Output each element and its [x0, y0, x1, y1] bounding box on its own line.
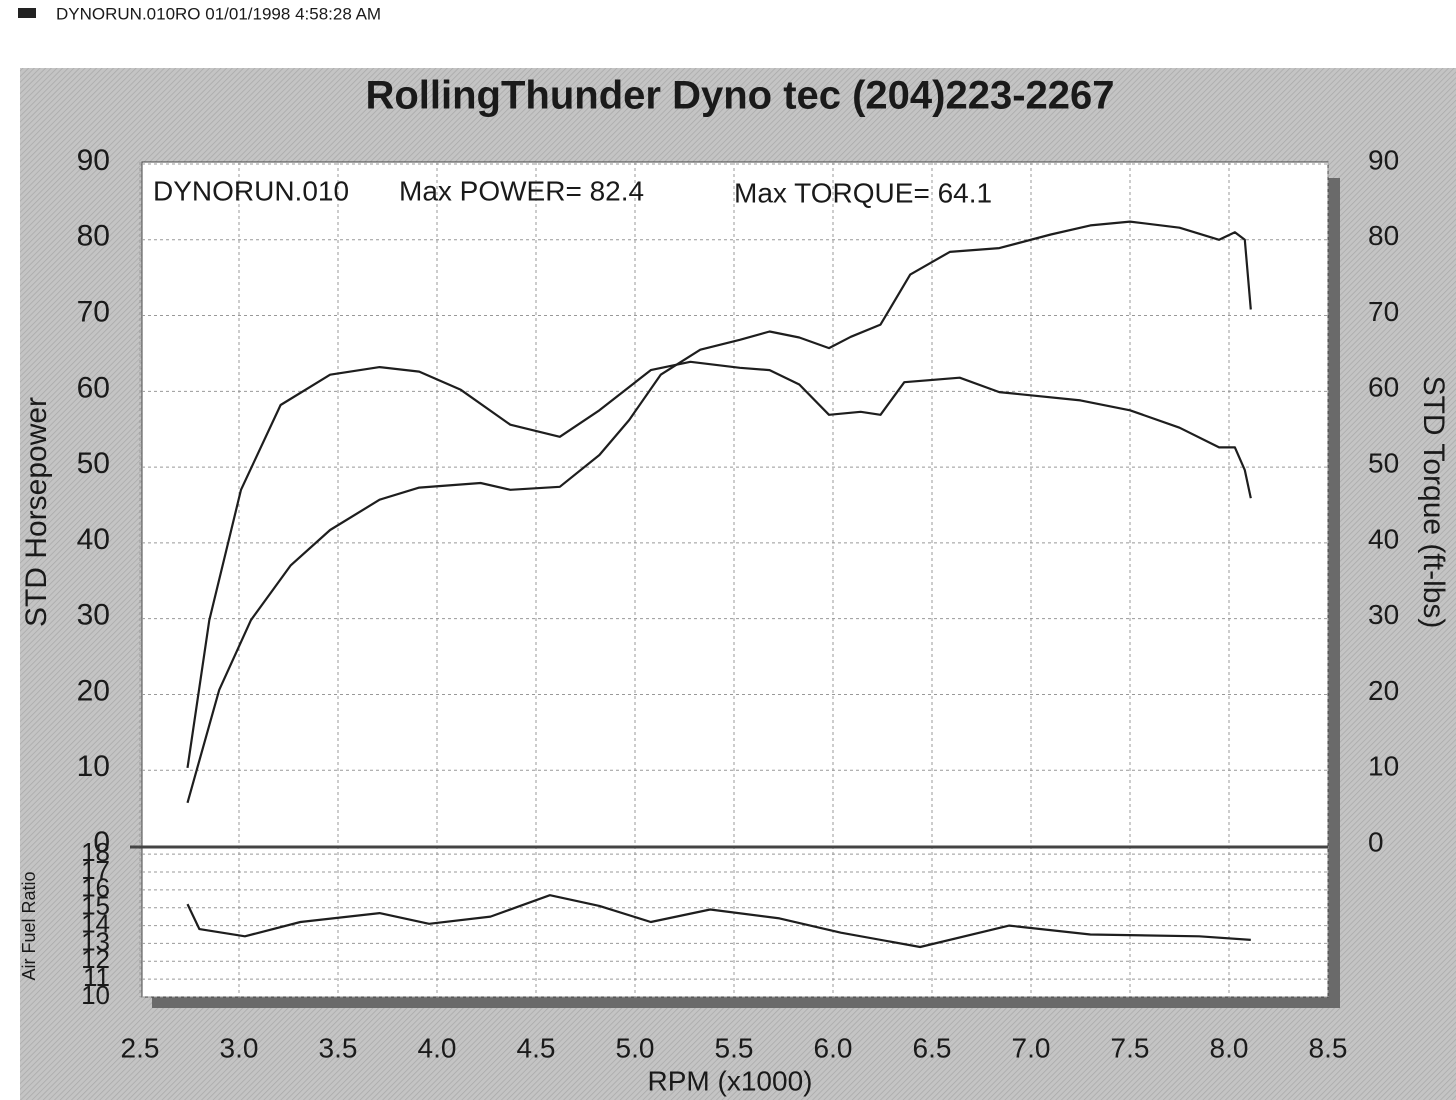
afr-axis-label: Air Fuel Ratio — [19, 871, 39, 980]
x-tick-label: 4.5 — [517, 1032, 556, 1063]
x-tick-label: 2.5 — [121, 1032, 160, 1063]
x-tick-label: 7.0 — [1012, 1032, 1051, 1063]
y2-axis-label: STD Torque (ft-lbs) — [1417, 376, 1450, 629]
chart-title: RollingThunder Dyno tec (204)223-2267 — [365, 74, 1114, 118]
annotation: Max TORQUE= 64.1 — [734, 177, 992, 208]
y-tick-label: 13 — [81, 926, 110, 956]
y-tick-label: 12 — [81, 944, 110, 974]
annotation: DYNORUN.010 — [153, 175, 349, 206]
plot-shadow — [1328, 178, 1340, 1008]
y-tick-label: 15 — [81, 891, 110, 921]
data-line — [186, 220, 1252, 804]
y-tick-label: 90 — [77, 144, 110, 177]
y-axis-label: STD Horsepower — [20, 397, 53, 627]
x-tick-label: 6.5 — [913, 1032, 952, 1063]
y-tick-label: 10 — [81, 980, 110, 1010]
header-text: DYNORUN.010RO 01/01/1998 4:58:28 AM — [56, 4, 381, 23]
x-tick-label: 3.5 — [319, 1032, 358, 1063]
y-tick-label: 60 — [77, 371, 110, 404]
y-tick-label: 14 — [81, 908, 110, 938]
y-tick-label: 20 — [77, 674, 110, 707]
x-tick-label: 5.0 — [616, 1032, 655, 1063]
y2-tick-label: 50 — [1368, 448, 1399, 479]
x-tick-label: 6.0 — [814, 1032, 853, 1063]
y2-tick-label: 0 — [1368, 826, 1384, 857]
y-tick-label: 30 — [77, 599, 110, 632]
x-tick-label: 5.5 — [715, 1032, 754, 1063]
annotation: Max POWER= 82.4 — [399, 175, 644, 206]
x-axis-label: RPM (x1000) — [648, 1065, 813, 1096]
y2-tick-label: 60 — [1368, 372, 1399, 403]
x-tick-label: 8.5 — [1309, 1032, 1348, 1063]
y-tick-label: 80 — [77, 220, 110, 253]
x-tick-label: 4.0 — [418, 1032, 457, 1063]
y-tick-label: 16 — [81, 873, 110, 903]
y-tick-label: 70 — [77, 295, 110, 328]
x-tick-label: 3.0 — [220, 1032, 259, 1063]
y-tick-label: 0 — [93, 826, 110, 859]
y2-tick-label: 20 — [1368, 675, 1399, 706]
y-tick-label: 40 — [77, 523, 110, 556]
data-line — [186, 360, 1252, 769]
y2-tick-label: 40 — [1368, 523, 1399, 554]
plot-layer — [139, 162, 1329, 998]
y2-tick-label: 30 — [1368, 599, 1399, 630]
y-tick-label: 18 — [81, 837, 110, 867]
y-tick-label: 50 — [77, 447, 110, 480]
x-tick-label: 8.0 — [1210, 1032, 1249, 1063]
plot-shadow — [152, 997, 1340, 1008]
y2-tick-label: 70 — [1368, 296, 1399, 327]
data-line — [186, 894, 1251, 949]
y2-tick-label: 90 — [1368, 144, 1399, 175]
header-icon — [18, 8, 36, 18]
y-tick-label: 11 — [83, 962, 110, 992]
y2-tick-label: 10 — [1368, 751, 1399, 782]
y-tick-label: 10 — [77, 750, 110, 783]
y-tick-label: 17 — [81, 855, 110, 885]
x-tick-label: 7.5 — [1111, 1032, 1150, 1063]
y2-tick-label: 80 — [1368, 220, 1399, 251]
